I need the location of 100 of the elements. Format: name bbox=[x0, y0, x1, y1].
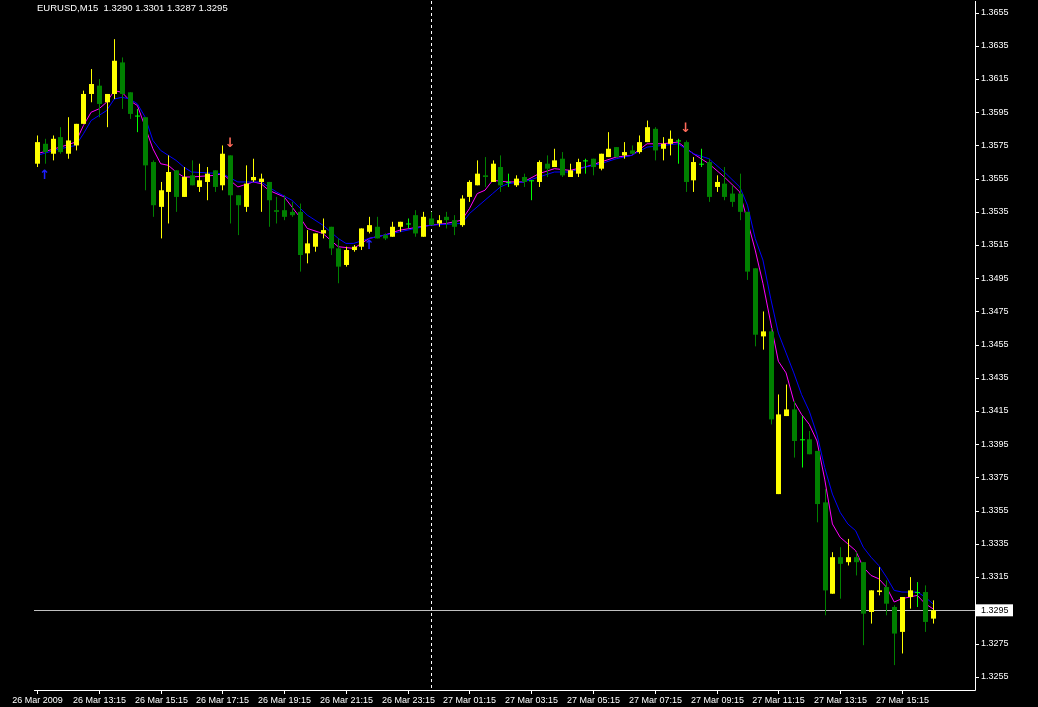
y-tick-label: 1.3375 bbox=[981, 471, 1009, 482]
annotation: ↑ bbox=[363, 236, 375, 252]
candlestick bbox=[606, 131, 611, 158]
candlestick bbox=[676, 138, 681, 165]
x-tick-label: 26 Mar 13:15 bbox=[72, 695, 127, 705]
x-tick-label: 27 Mar 05:15 bbox=[566, 695, 621, 705]
candlestick bbox=[244, 164, 249, 213]
candlestick bbox=[800, 415, 805, 469]
candlestick bbox=[421, 211, 426, 238]
candlestick bbox=[197, 163, 202, 193]
candlestick bbox=[66, 116, 71, 160]
candlestick bbox=[413, 209, 418, 238]
candlestick bbox=[931, 599, 936, 625]
x-tick-label: 27 Mar 01:15 bbox=[442, 695, 497, 705]
candlestick bbox=[282, 194, 287, 221]
candlestick bbox=[159, 181, 164, 239]
candlestick bbox=[274, 196, 279, 224]
chart-title: EURUSD,M15 1.3290 1.3301 1.3287 1.3295 bbox=[37, 2, 228, 13]
y-tick-label: 1.3395 bbox=[981, 438, 1009, 449]
candlestick bbox=[267, 181, 272, 228]
candlestick bbox=[166, 154, 171, 224]
y-tick-label: 1.3495 bbox=[981, 272, 1009, 283]
y-tick-label: 1.3435 bbox=[981, 372, 1009, 383]
candlestick bbox=[560, 151, 565, 178]
candlestick bbox=[915, 581, 920, 608]
candlestick bbox=[467, 179, 472, 203]
y-tick-label: 1.3255 bbox=[981, 671, 1009, 682]
y-tick-label: 1.3455 bbox=[981, 339, 1009, 350]
candlestick bbox=[236, 194, 241, 236]
y-tick-label: 1.3635 bbox=[981, 40, 1009, 51]
candlestick bbox=[483, 156, 488, 188]
y-tick-label: 1.3335 bbox=[981, 538, 1009, 549]
y-tick-label: 1.3535 bbox=[981, 206, 1009, 217]
candlestick bbox=[653, 126, 658, 161]
y-tick-label: 1.3615 bbox=[981, 73, 1009, 84]
x-tick-label: 26 Mar 15:15 bbox=[134, 695, 189, 705]
candlestick bbox=[637, 134, 642, 155]
x-tick-label: 26 Mar 19:15 bbox=[257, 695, 312, 705]
candlestick bbox=[128, 91, 133, 120]
candlestick bbox=[498, 154, 503, 193]
candlestick bbox=[74, 123, 79, 151]
y-tick-label: 1.3475 bbox=[981, 305, 1009, 316]
x-tick-label: 27 Mar 13:15 bbox=[813, 695, 868, 705]
x-tick-label: 26 Mar 2009 bbox=[12, 695, 63, 705]
candlestick bbox=[869, 589, 874, 625]
candlestick bbox=[336, 237, 341, 284]
candlestick bbox=[506, 173, 511, 188]
candlestick bbox=[205, 166, 210, 201]
annotation: ↓ bbox=[224, 134, 236, 150]
candlestick bbox=[668, 130, 673, 156]
candlestick bbox=[190, 159, 195, 186]
candlestick bbox=[529, 179, 534, 201]
x-tick-label: 27 Mar 07:15 bbox=[628, 695, 683, 705]
candlestick bbox=[576, 158, 581, 178]
x-tick-label: 27 Mar 09:15 bbox=[690, 695, 745, 705]
y-tick-label: 1.3515 bbox=[981, 239, 1009, 250]
annotation: ↓ bbox=[680, 119, 692, 135]
x-tick-label: 26 Mar 21:15 bbox=[319, 695, 374, 705]
x-tick-label: 27 Mar 15:15 bbox=[875, 695, 930, 705]
candlestick bbox=[452, 214, 457, 236]
candlestick bbox=[305, 229, 310, 264]
y-tick-label: 1.3575 bbox=[981, 139, 1009, 150]
y-tick-label: 1.3415 bbox=[981, 405, 1009, 416]
candlestick bbox=[738, 173, 743, 221]
candlestick bbox=[313, 232, 318, 253]
y-tick-label: 1.3555 bbox=[981, 173, 1009, 184]
candlestick bbox=[730, 184, 735, 208]
candlestick bbox=[761, 310, 766, 351]
candlestick bbox=[838, 546, 843, 600]
y-tick-label: 1.3355 bbox=[981, 505, 1009, 516]
candlestick bbox=[908, 576, 913, 610]
candlestick bbox=[182, 166, 187, 198]
candlestick bbox=[722, 166, 727, 201]
x-tick-label: 27 Mar 11:15 bbox=[752, 695, 805, 705]
candlestick bbox=[135, 108, 140, 133]
candlestick bbox=[854, 551, 859, 576]
candlestick bbox=[43, 138, 48, 165]
candlestick bbox=[475, 159, 480, 186]
y-tick-label: 1.3275 bbox=[981, 637, 1009, 648]
candlestick bbox=[359, 227, 364, 251]
y-tick-label: 1.3595 bbox=[981, 106, 1009, 117]
y-tick-label: 1.3655 bbox=[981, 7, 1009, 17]
candlestick bbox=[537, 159, 542, 188]
candlestick bbox=[691, 156, 696, 193]
candlestick bbox=[89, 68, 94, 103]
candlestick bbox=[884, 579, 889, 616]
x-tick-label: 26 Mar 23:15 bbox=[381, 695, 436, 705]
candlestick bbox=[58, 126, 63, 155]
candlestick bbox=[846, 538, 851, 566]
candlestick bbox=[583, 158, 588, 175]
candlestick bbox=[105, 93, 110, 128]
candlestick bbox=[329, 226, 334, 256]
candlestick bbox=[491, 159, 496, 183]
y-tick-label: 1.3295 bbox=[981, 604, 1009, 615]
candlestick bbox=[344, 246, 349, 268]
candlestick bbox=[661, 136, 666, 161]
y-tick-label: 1.3315 bbox=[981, 571, 1009, 582]
candlestick bbox=[784, 384, 789, 417]
annotation: ↑ bbox=[39, 167, 51, 183]
candlestick bbox=[406, 217, 411, 229]
